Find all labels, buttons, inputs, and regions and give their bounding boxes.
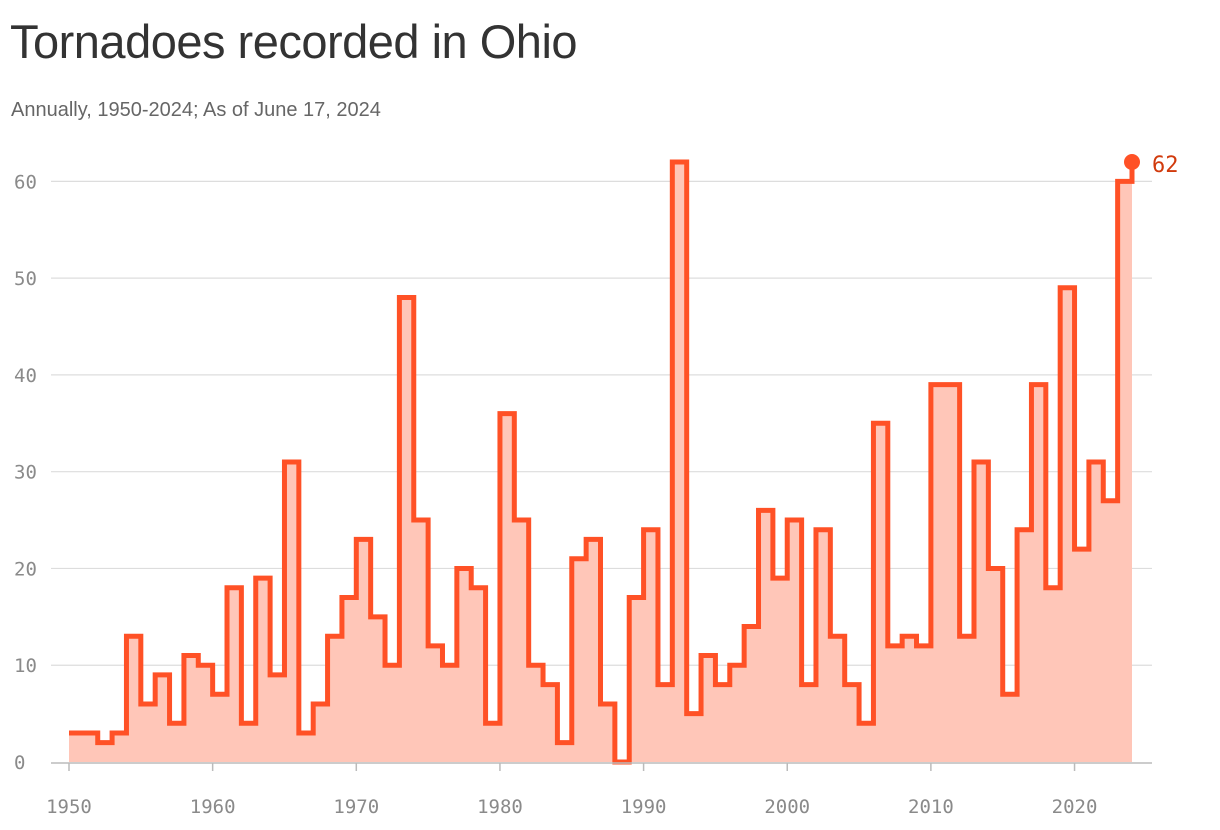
data-point-1973	[397, 295, 401, 299]
data-point-1974	[412, 518, 416, 522]
data-point-1996	[728, 663, 732, 667]
x-tick-label-2010: 2010	[908, 796, 954, 818]
data-point-1968	[326, 634, 330, 638]
data-point-2006	[871, 421, 875, 425]
chart-title: Tornadoes recorded in Ohio	[10, 15, 578, 68]
data-point-2012	[958, 634, 962, 638]
x-tick-label-2000: 2000	[764, 796, 810, 818]
data-point-1982	[527, 663, 531, 667]
data-point-1997	[742, 625, 746, 629]
data-point-1977	[455, 566, 459, 570]
data-point-1964	[268, 673, 272, 677]
data-point-1991	[656, 683, 660, 687]
data-point-1981	[512, 518, 516, 522]
series-line-layer	[67, 159, 1135, 765]
y-tick-label-30: 30	[14, 462, 37, 484]
y-tick-label-50: 50	[14, 268, 37, 290]
data-point-2016	[1015, 528, 1019, 532]
data-point-1994	[699, 654, 703, 658]
data-point-1999	[771, 576, 775, 580]
y-tick-label-20: 20	[14, 558, 37, 580]
data-point-2002	[814, 528, 818, 532]
data-point-1966	[297, 731, 301, 735]
y-tick-label-40: 40	[14, 365, 37, 387]
data-point-2009	[915, 644, 919, 648]
data-point-1978	[469, 586, 473, 590]
end-label-layer: 62	[1124, 153, 1179, 178]
data-point-1993	[685, 712, 689, 716]
data-point-2021	[1087, 460, 1091, 464]
chart-subtitle: Annually, 1950-2024; As of June 17, 2024	[11, 99, 381, 121]
data-point-1961	[225, 586, 229, 590]
data-point-2007	[886, 644, 890, 648]
x-tick-label-1950: 1950	[46, 796, 92, 818]
data-point-2018	[1044, 586, 1048, 590]
data-point-1984	[555, 741, 559, 745]
data-point-1960	[211, 692, 215, 696]
data-point-1962	[239, 721, 243, 725]
x-tick-label-1970: 1970	[333, 796, 379, 818]
series-line	[69, 159, 1135, 765]
data-point-1969	[340, 595, 344, 599]
data-point-1951	[81, 731, 85, 735]
data-point-1992	[670, 160, 674, 164]
data-point-1995	[713, 683, 717, 687]
data-point-2013	[972, 460, 976, 464]
data-point-2020	[1073, 547, 1077, 551]
end-value-label: 62	[1152, 153, 1179, 178]
data-point-1972	[383, 663, 387, 667]
end-point-dot	[1124, 154, 1140, 170]
data-point-1980	[498, 412, 502, 416]
data-point-2008	[900, 634, 904, 638]
data-point-1976	[440, 663, 444, 667]
data-point-1957	[168, 721, 172, 725]
data-point-1967	[311, 702, 315, 706]
data-point-1971	[369, 615, 373, 619]
data-point-1989	[627, 595, 631, 599]
data-point-2015	[1001, 692, 1005, 696]
data-point-2001	[800, 683, 804, 687]
data-point-1979	[484, 721, 488, 725]
data-point-2023	[1116, 179, 1120, 183]
y-tick-label-10: 10	[14, 655, 37, 677]
data-point-1955	[139, 702, 143, 706]
data-point-1987	[599, 702, 603, 706]
x-tick-label-2020: 2020	[1052, 796, 1098, 818]
data-point-1954	[124, 634, 128, 638]
data-point-1970	[354, 537, 358, 541]
data-point-2019	[1058, 286, 1062, 290]
data-point-2004	[843, 683, 847, 687]
data-point-1953	[110, 731, 114, 735]
data-point-2011	[943, 383, 947, 387]
data-point-1956	[153, 673, 157, 677]
data-point-2010	[929, 383, 933, 387]
data-point-1983	[541, 683, 545, 687]
x-tick-label-1980: 1980	[477, 796, 523, 818]
data-point-2022	[1101, 499, 1105, 503]
data-point-1975	[426, 644, 430, 648]
data-point-1990	[642, 528, 646, 532]
x-tick-label-1960: 1960	[190, 796, 236, 818]
data-point-1963	[254, 576, 258, 580]
y-tick-label-60: 60	[14, 171, 37, 193]
axes: 0 10 20 30 40 50 60 1950 1960 1970 1980 1990 2000 201…	[14, 171, 1152, 818]
data-point-2000	[785, 518, 789, 522]
data-point-2014	[986, 566, 990, 570]
data-point-1958	[182, 654, 186, 658]
x-tick-label-1990: 1990	[621, 796, 667, 818]
data-point-1965	[282, 460, 286, 464]
data-point-2005	[857, 721, 861, 725]
data-point-1950	[67, 731, 71, 735]
data-point-2003	[828, 634, 832, 638]
data-point-1959	[196, 663, 200, 667]
data-point-1985	[570, 557, 574, 561]
y-tick-label-0: 0	[14, 752, 25, 774]
data-point-1998	[757, 508, 761, 512]
data-point-2017	[1029, 383, 1033, 387]
data-point-1986	[584, 537, 588, 541]
data-point-1952	[96, 741, 100, 745]
